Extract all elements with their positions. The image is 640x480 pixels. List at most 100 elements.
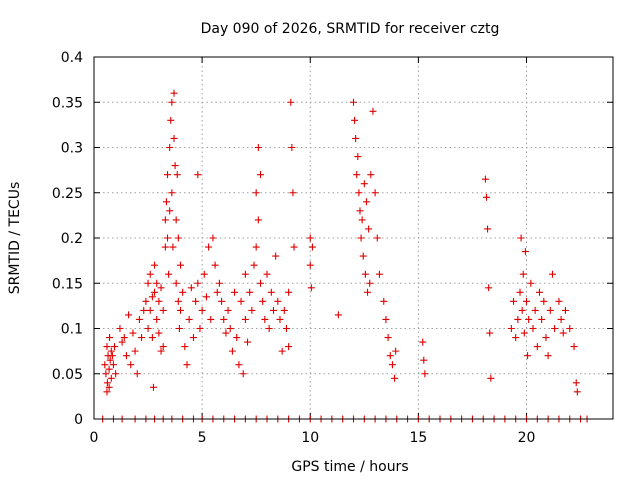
axis-ticks: 0 0.05 0.1 0.15 0.2 0.25 0.3 0.35 0.4 0 5 10 15 20 (52, 50, 613, 446)
data-point (557, 315, 565, 323)
data-point (131, 347, 139, 355)
data-point (351, 116, 359, 124)
data-point (138, 334, 146, 342)
data-point (177, 306, 184, 314)
data-point (142, 297, 150, 305)
data-point (269, 306, 277, 314)
data-point (484, 225, 492, 233)
data-point (561, 306, 569, 314)
data-point (540, 297, 548, 305)
data-point (103, 379, 111, 387)
data-point (248, 306, 256, 314)
data-point (360, 180, 368, 188)
data-point (354, 153, 362, 161)
data-point (334, 311, 342, 319)
data-point (129, 329, 137, 337)
data-point (559, 329, 567, 337)
data-point (118, 338, 126, 346)
data-point (151, 288, 159, 296)
data-point (307, 284, 315, 292)
data-point (187, 284, 195, 292)
data-point (542, 334, 550, 342)
data-point (175, 325, 183, 332)
data-point (144, 325, 152, 332)
x-tick-label: 10 (301, 430, 319, 446)
data-point (166, 207, 174, 215)
data-point (103, 388, 111, 396)
data-point (276, 315, 284, 323)
data-point (419, 338, 427, 346)
data-point (105, 383, 113, 391)
data-point (149, 383, 157, 391)
data-point (481, 175, 489, 183)
data-point (267, 288, 275, 296)
data-point (308, 243, 316, 251)
data-point (524, 352, 532, 360)
data-point (350, 98, 357, 106)
data-point (510, 297, 518, 305)
data-point (237, 297, 245, 305)
data-point (105, 365, 113, 373)
data-point (356, 207, 364, 215)
data-point (218, 297, 226, 305)
data-point (194, 279, 202, 287)
y-tick-label: 0.2 (61, 231, 83, 247)
data-point (289, 189, 297, 197)
data-point (544, 352, 552, 360)
data-point (288, 144, 296, 151)
data-point (250, 261, 258, 269)
data-point (196, 325, 204, 332)
data-point (254, 216, 262, 224)
data-point (239, 370, 247, 378)
data-point (257, 171, 265, 179)
data-point (257, 279, 265, 287)
data-point (361, 270, 369, 278)
y-axis-label: SRMTID / TECUs (7, 182, 23, 295)
data-point (111, 343, 119, 351)
data-point (421, 370, 429, 378)
data-point (353, 171, 361, 179)
data-point (367, 171, 375, 179)
plot-frame (93, 56, 614, 420)
y-tick-label: 0.15 (52, 276, 83, 292)
data-point (159, 343, 167, 351)
data-point (192, 297, 200, 305)
data-point (516, 288, 524, 296)
data-point (386, 352, 394, 360)
data-point (380, 297, 388, 305)
data-point (177, 261, 184, 269)
data-point (166, 144, 174, 151)
data-points (99, 89, 591, 423)
data-point (482, 193, 490, 201)
data-point (252, 243, 260, 251)
data-point (362, 198, 370, 206)
data-point (161, 243, 169, 251)
data-point (179, 288, 187, 296)
data-point (555, 297, 563, 305)
data-point (548, 270, 556, 278)
data-point (365, 225, 373, 233)
data-point (170, 134, 178, 142)
data-point (169, 243, 177, 251)
data-point (168, 189, 176, 197)
grid-lines (94, 57, 613, 419)
data-point (306, 234, 314, 242)
data-point (514, 315, 522, 323)
data-point (153, 315, 161, 323)
data-point (101, 361, 109, 369)
data-point (487, 374, 495, 382)
x-tick-label: 15 (409, 430, 427, 446)
data-point (151, 261, 159, 269)
data-point (369, 107, 377, 115)
data-point (144, 279, 152, 287)
data-point (507, 325, 515, 332)
data-point (517, 234, 525, 242)
data-point (109, 361, 117, 369)
data-point (523, 297, 530, 305)
data-point (153, 279, 161, 287)
data-point (148, 293, 156, 301)
data-point (272, 252, 280, 260)
data-point (531, 306, 539, 314)
data-point (359, 252, 367, 260)
